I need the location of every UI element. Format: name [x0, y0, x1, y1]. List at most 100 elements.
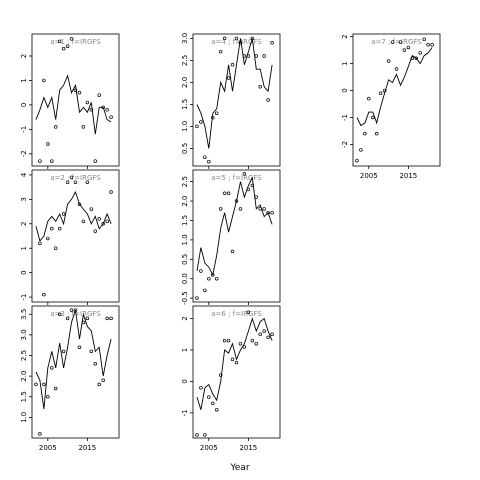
data-point	[234, 360, 239, 365]
data-point	[270, 332, 274, 337]
data-point	[414, 56, 419, 60]
data-point	[53, 246, 58, 250]
data-point	[246, 310, 251, 315]
data-point	[61, 46, 66, 51]
y-tick-label: 1.5	[181, 215, 189, 226]
data-point	[57, 39, 62, 44]
data-point	[262, 329, 266, 333]
data-point	[105, 108, 109, 112]
data-point	[250, 183, 255, 188]
data-point	[222, 36, 227, 41]
panel-frame	[352, 33, 441, 167]
x-tick-label: 2005	[200, 444, 218, 452]
series-line	[35, 74, 112, 135]
series-line	[196, 317, 273, 410]
data-point	[218, 207, 223, 211]
data-point	[214, 111, 219, 115]
data-point	[207, 276, 211, 281]
data-point	[270, 210, 274, 215]
data-point	[203, 155, 207, 159]
data-point	[230, 357, 235, 362]
data-point	[46, 236, 50, 241]
panel-4: 0.5 1.0 1.5 2.0 2.5 3.0 a=4 ; f=IRGFS	[181, 33, 281, 169]
data-point	[57, 312, 62, 317]
series-line	[356, 47, 433, 127]
data-point	[65, 44, 70, 48]
data-point	[238, 341, 243, 346]
data-point	[406, 45, 411, 50]
y-tick-label: 0	[341, 88, 349, 92]
y-tick-label: 0	[181, 379, 189, 383]
panel-5: -0.5 0.0 0.5 1.0 1.5 2.0 2.5 a=5 ; f=IRGFS	[181, 169, 281, 305]
data-point	[105, 316, 109, 321]
y-tick-label: 1	[341, 61, 349, 65]
data-point	[222, 338, 227, 343]
data-point	[77, 202, 82, 206]
data-point	[97, 93, 101, 97]
y-tick-label: 2	[20, 54, 28, 58]
y-tick-label: 3.5	[20, 309, 28, 320]
data-point	[53, 125, 58, 129]
data-point	[65, 180, 70, 184]
data-point	[262, 54, 266, 58]
y-tick-label: 2.0	[181, 77, 189, 88]
data-point	[199, 385, 203, 390]
data-point	[390, 40, 395, 44]
data-point	[371, 115, 375, 120]
data-point	[382, 88, 387, 93]
data-point	[250, 36, 255, 41]
data-point	[85, 100, 90, 105]
data-point	[218, 49, 223, 54]
x-tick-label: 2005	[39, 444, 57, 452]
data-point	[226, 191, 231, 196]
x-tick-label: 2015	[78, 444, 96, 452]
data-point	[38, 159, 42, 163]
data-point	[101, 222, 105, 226]
data-point	[85, 180, 90, 184]
y-tick-label: -1	[181, 409, 189, 416]
data-point	[214, 276, 219, 281]
data-point	[38, 432, 42, 436]
data-point	[73, 308, 78, 312]
data-point	[101, 105, 105, 110]
data-point	[254, 195, 259, 199]
x-tick-label: 2015	[239, 444, 257, 452]
y-tick-label: 2.5	[181, 176, 189, 187]
data-point	[195, 124, 199, 129]
data-point	[81, 320, 86, 325]
y-tick-label: 4	[20, 172, 28, 177]
data-point	[258, 207, 262, 211]
data-point	[234, 199, 239, 203]
series-line	[196, 38, 273, 149]
data-point	[89, 108, 94, 112]
data-point	[97, 217, 101, 221]
y-tick-label: 1.0	[20, 412, 28, 423]
data-point	[211, 273, 215, 277]
data-point	[101, 378, 105, 383]
data-point	[207, 159, 211, 164]
data-point	[246, 187, 251, 192]
data-point	[81, 125, 86, 129]
y-tick-label: 3.0	[181, 33, 189, 44]
series-line	[35, 190, 112, 242]
data-point	[195, 296, 199, 300]
data-point	[426, 43, 430, 47]
data-point	[38, 241, 42, 246]
data-point	[410, 56, 415, 60]
data-point	[69, 37, 74, 41]
panel-frame	[31, 33, 120, 167]
data-point	[50, 159, 54, 163]
y-tick-label: 0.5	[181, 254, 189, 265]
data-point	[386, 59, 391, 63]
data-point	[242, 345, 247, 349]
y-tick-label: 2.0	[20, 371, 28, 382]
data-point	[214, 407, 219, 412]
data-point	[402, 48, 407, 52]
data-point	[97, 382, 101, 387]
data-point	[211, 115, 215, 120]
data-point	[69, 175, 74, 180]
data-point	[234, 36, 239, 41]
y-tick-label: 1.0	[181, 234, 189, 245]
data-point	[359, 148, 363, 152]
data-point	[355, 158, 359, 163]
